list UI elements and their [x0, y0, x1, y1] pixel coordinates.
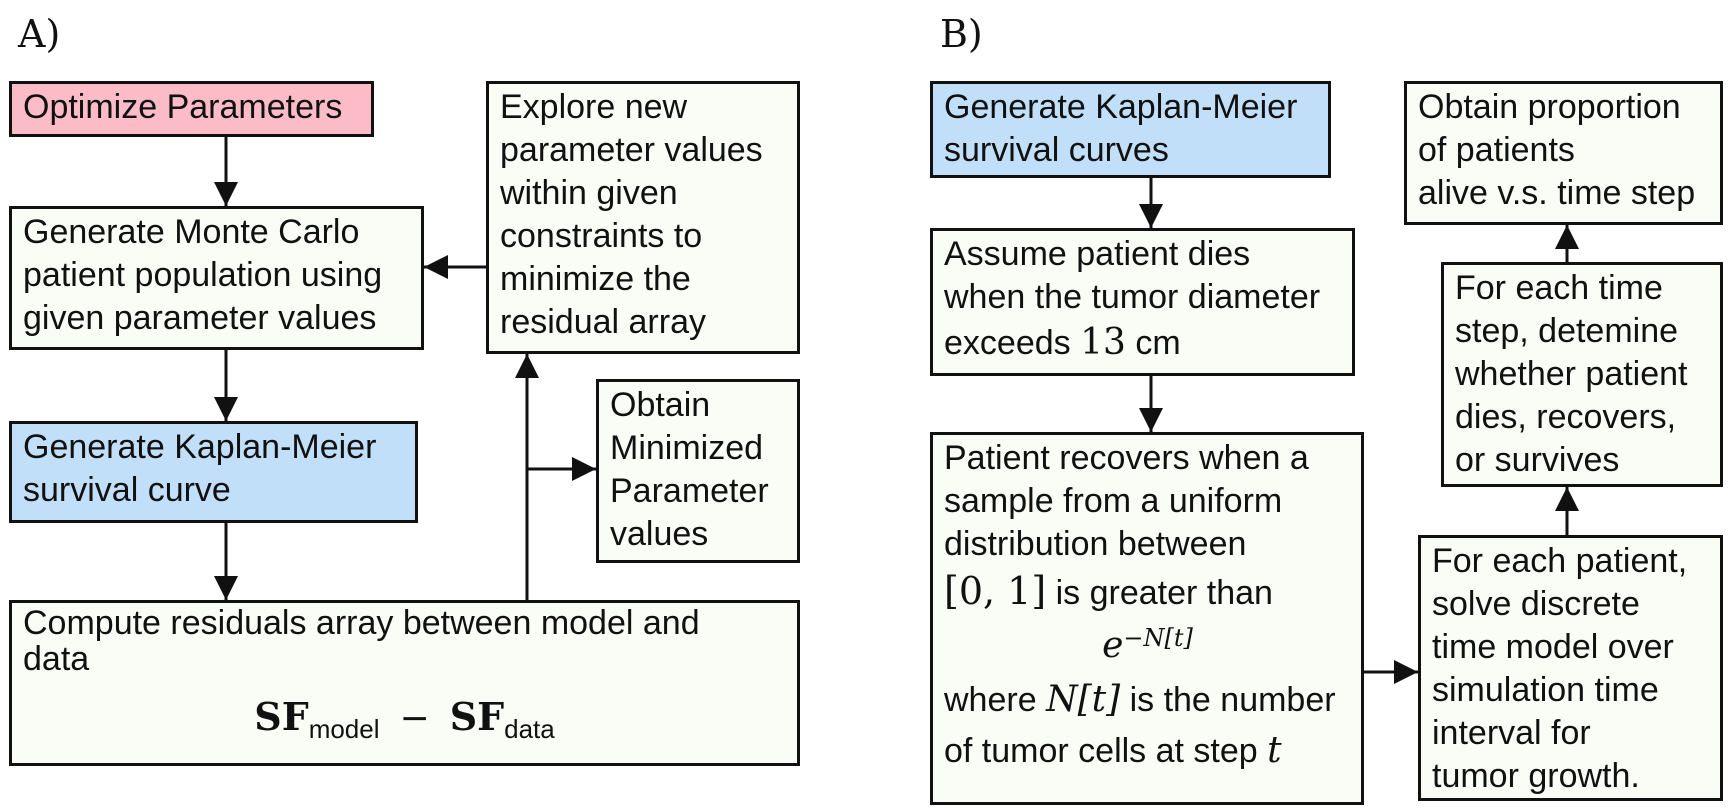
recovers-line-1: Patient recovers when a — [944, 439, 1309, 477]
residuals-line-1: Compute residuals array between model an… — [23, 604, 700, 642]
proportion-line-2: of patients — [1418, 131, 1575, 169]
monte-carlo-line-1: Generate Monte Carlo — [23, 213, 360, 251]
km-curves-line-1: Generate Kaplan-Meier — [944, 88, 1298, 126]
arrowhead — [214, 397, 238, 421]
assume-line-2: when the tumor diameter — [944, 278, 1321, 316]
exp-base: e — [1102, 625, 1124, 666]
recovers-line-5: where N[t] is the number — [944, 674, 1351, 726]
recovers-line-5-pre: where — [944, 681, 1047, 719]
each-patient-line-2: solve discrete — [1432, 585, 1640, 623]
explore-parameters-box: Explore new parameter values within give… — [486, 81, 800, 354]
assume-patient-dies-box: Assume patient dies when the tumor diame… — [930, 228, 1355, 376]
exp-superscript: −N[t] — [1123, 624, 1193, 652]
minus-sign: − — [399, 698, 430, 739]
arrowhead — [1139, 204, 1163, 228]
obtain-min-line-4: values — [610, 515, 709, 553]
arrowhead — [214, 182, 238, 206]
each-patient-line-6: tumor growth. — [1432, 757, 1640, 795]
explore-line-5: minimize the — [500, 260, 691, 298]
each-time-step-box: For each time step, detemine whether pat… — [1441, 262, 1723, 487]
residual-formula: SFmodel − SFdata — [12, 698, 797, 745]
compute-residuals-box: Compute residuals array between model an… — [9, 600, 800, 766]
recovers-line-6: of tumor cells at step t — [944, 726, 1351, 776]
obtain-min-line-2: Minimized — [610, 429, 764, 467]
exponential-formula: e−N[t] — [944, 618, 1351, 674]
each-step-line-1: For each time — [1455, 269, 1663, 307]
arrowhead — [1394, 660, 1418, 684]
explore-line-6: residual array — [500, 303, 706, 341]
assume-line-3-post: cm — [1125, 324, 1181, 362]
patient-recovers-box: Patient recovers when a sample from a un… — [930, 432, 1364, 805]
monte-carlo-box: Generate Monte Carlo patient population … — [9, 206, 424, 350]
sf-data-symbol: SF — [449, 694, 505, 739]
each-step-line-3: whether patient — [1455, 355, 1688, 393]
each-patient-line-5: interval for — [1432, 714, 1591, 752]
each-step-line-4: dies, recovers, — [1455, 398, 1677, 436]
km-curves-line-2: survival curves — [944, 131, 1169, 169]
each-step-line-2: step, detemine — [1455, 312, 1679, 350]
monte-carlo-line-2: patient population using — [23, 256, 383, 294]
assume-line-3-pre: exceeds — [944, 324, 1081, 362]
explore-line-2: parameter values — [500, 131, 763, 169]
kaplan-meier-curves-box: Generate Kaplan-Meier survival curves — [930, 81, 1331, 178]
panel-b-label: B) — [940, 12, 983, 56]
assume-line-1: Assume patient dies — [944, 235, 1251, 273]
arrowhead — [572, 457, 596, 481]
explore-line-1: Explore new — [500, 88, 688, 126]
km-curve-line-1: Generate Kaplan-Meier — [23, 428, 377, 466]
monte-carlo-line-3: given parameter values — [23, 299, 377, 337]
each-patient-line-4: simulation time — [1432, 671, 1659, 709]
diameter-value: 13 — [1080, 322, 1126, 363]
obtain-proportion-box: Obtain proportion of patients alive v.s.… — [1404, 81, 1723, 225]
each-patient-box: For each patient, solve discrete time mo… — [1418, 535, 1723, 801]
recovers-line-2: sample from a uniform — [944, 482, 1283, 520]
assume-line-3: exceeds 13 cm — [944, 321, 1342, 365]
each-step-line-5: or survives — [1455, 441, 1620, 479]
arrowhead — [214, 576, 238, 600]
sf-data-subscript: data — [504, 714, 555, 744]
recovers-line-4-post: is greater than — [1046, 574, 1273, 612]
interval-math: [0, 1] — [944, 569, 1047, 613]
kaplan-meier-curve-box: Generate Kaplan-Meier survival curve — [9, 421, 418, 523]
obtain-minimized-box: Obtain Minimized Parameter values — [596, 379, 800, 563]
n-of-t-math: N[t] — [1046, 679, 1121, 720]
obtain-min-line-1: Obtain — [610, 386, 711, 424]
residuals-line-2: data — [23, 640, 90, 678]
explore-line-4: constraints to — [500, 217, 703, 255]
panel-a-label: A) — [18, 12, 61, 56]
sf-model-symbol: SF — [254, 694, 309, 739]
explore-line-3: within given — [500, 174, 678, 212]
recovers-line-6-pre: of tumor cells at step — [944, 732, 1268, 770]
recovers-line-3: distribution between — [944, 525, 1247, 563]
arrowhead — [1555, 487, 1579, 511]
arrowhead — [424, 255, 448, 279]
sf-model-subscript: model — [308, 714, 380, 744]
optimize-parameters-box: Optimize Parameters — [9, 81, 374, 137]
proportion-line-1: Obtain proportion — [1418, 88, 1681, 126]
arrowhead — [1139, 408, 1163, 432]
optimize-parameters-text: Optimize Parameters — [23, 88, 343, 126]
obtain-min-line-3: Parameter — [610, 472, 769, 510]
t-math: t — [1267, 730, 1282, 771]
recovers-line-4: [0, 1] is greater than — [944, 566, 1351, 618]
km-curve-line-2: survival curve — [23, 471, 231, 509]
proportion-line-3: alive v.s. time step — [1418, 174, 1696, 212]
each-patient-line-1: For each patient, — [1432, 542, 1688, 580]
arrowhead — [1555, 225, 1579, 249]
recovers-line-5-post: is the number — [1120, 681, 1336, 719]
each-patient-line-3: time model over — [1432, 628, 1674, 666]
arrowhead — [515, 354, 539, 378]
